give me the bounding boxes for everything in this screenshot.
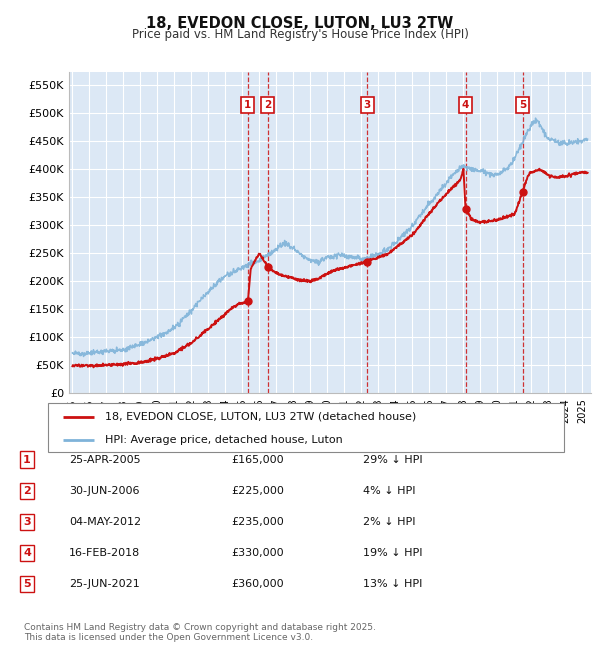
Text: 4% ↓ HPI: 4% ↓ HPI — [363, 486, 415, 496]
Text: 4: 4 — [23, 548, 31, 558]
Text: £360,000: £360,000 — [231, 579, 284, 590]
Text: 2% ↓ HPI: 2% ↓ HPI — [363, 517, 415, 527]
Text: 1: 1 — [23, 454, 31, 465]
Text: 4: 4 — [462, 100, 469, 110]
Text: Contains HM Land Registry data © Crown copyright and database right 2025.
This d: Contains HM Land Registry data © Crown c… — [24, 623, 376, 642]
Text: 3: 3 — [23, 517, 31, 527]
Text: 5: 5 — [23, 579, 31, 590]
Text: 3: 3 — [364, 100, 371, 110]
Text: £165,000: £165,000 — [231, 454, 284, 465]
Text: 29% ↓ HPI: 29% ↓ HPI — [363, 454, 422, 465]
Text: 04-MAY-2012: 04-MAY-2012 — [69, 517, 141, 527]
Text: 2: 2 — [265, 100, 272, 110]
Text: 5: 5 — [519, 100, 526, 110]
FancyBboxPatch shape — [48, 403, 564, 452]
Text: £235,000: £235,000 — [231, 517, 284, 527]
Text: £225,000: £225,000 — [231, 486, 284, 496]
Text: 25-JUN-2021: 25-JUN-2021 — [69, 579, 140, 590]
Text: HPI: Average price, detached house, Luton: HPI: Average price, detached house, Luto… — [105, 435, 343, 445]
Text: 16-FEB-2018: 16-FEB-2018 — [69, 548, 140, 558]
Text: 2: 2 — [23, 486, 31, 496]
Text: 18, EVEDON CLOSE, LUTON, LU3 2TW (detached house): 18, EVEDON CLOSE, LUTON, LU3 2TW (detach… — [105, 411, 416, 422]
Text: 1: 1 — [244, 100, 251, 110]
Text: £330,000: £330,000 — [231, 548, 284, 558]
Text: 18, EVEDON CLOSE, LUTON, LU3 2TW: 18, EVEDON CLOSE, LUTON, LU3 2TW — [146, 16, 454, 31]
Text: Price paid vs. HM Land Registry's House Price Index (HPI): Price paid vs. HM Land Registry's House … — [131, 28, 469, 41]
Text: 30-JUN-2006: 30-JUN-2006 — [69, 486, 139, 496]
Text: 25-APR-2005: 25-APR-2005 — [69, 454, 140, 465]
Text: 19% ↓ HPI: 19% ↓ HPI — [363, 548, 422, 558]
Text: 13% ↓ HPI: 13% ↓ HPI — [363, 579, 422, 590]
